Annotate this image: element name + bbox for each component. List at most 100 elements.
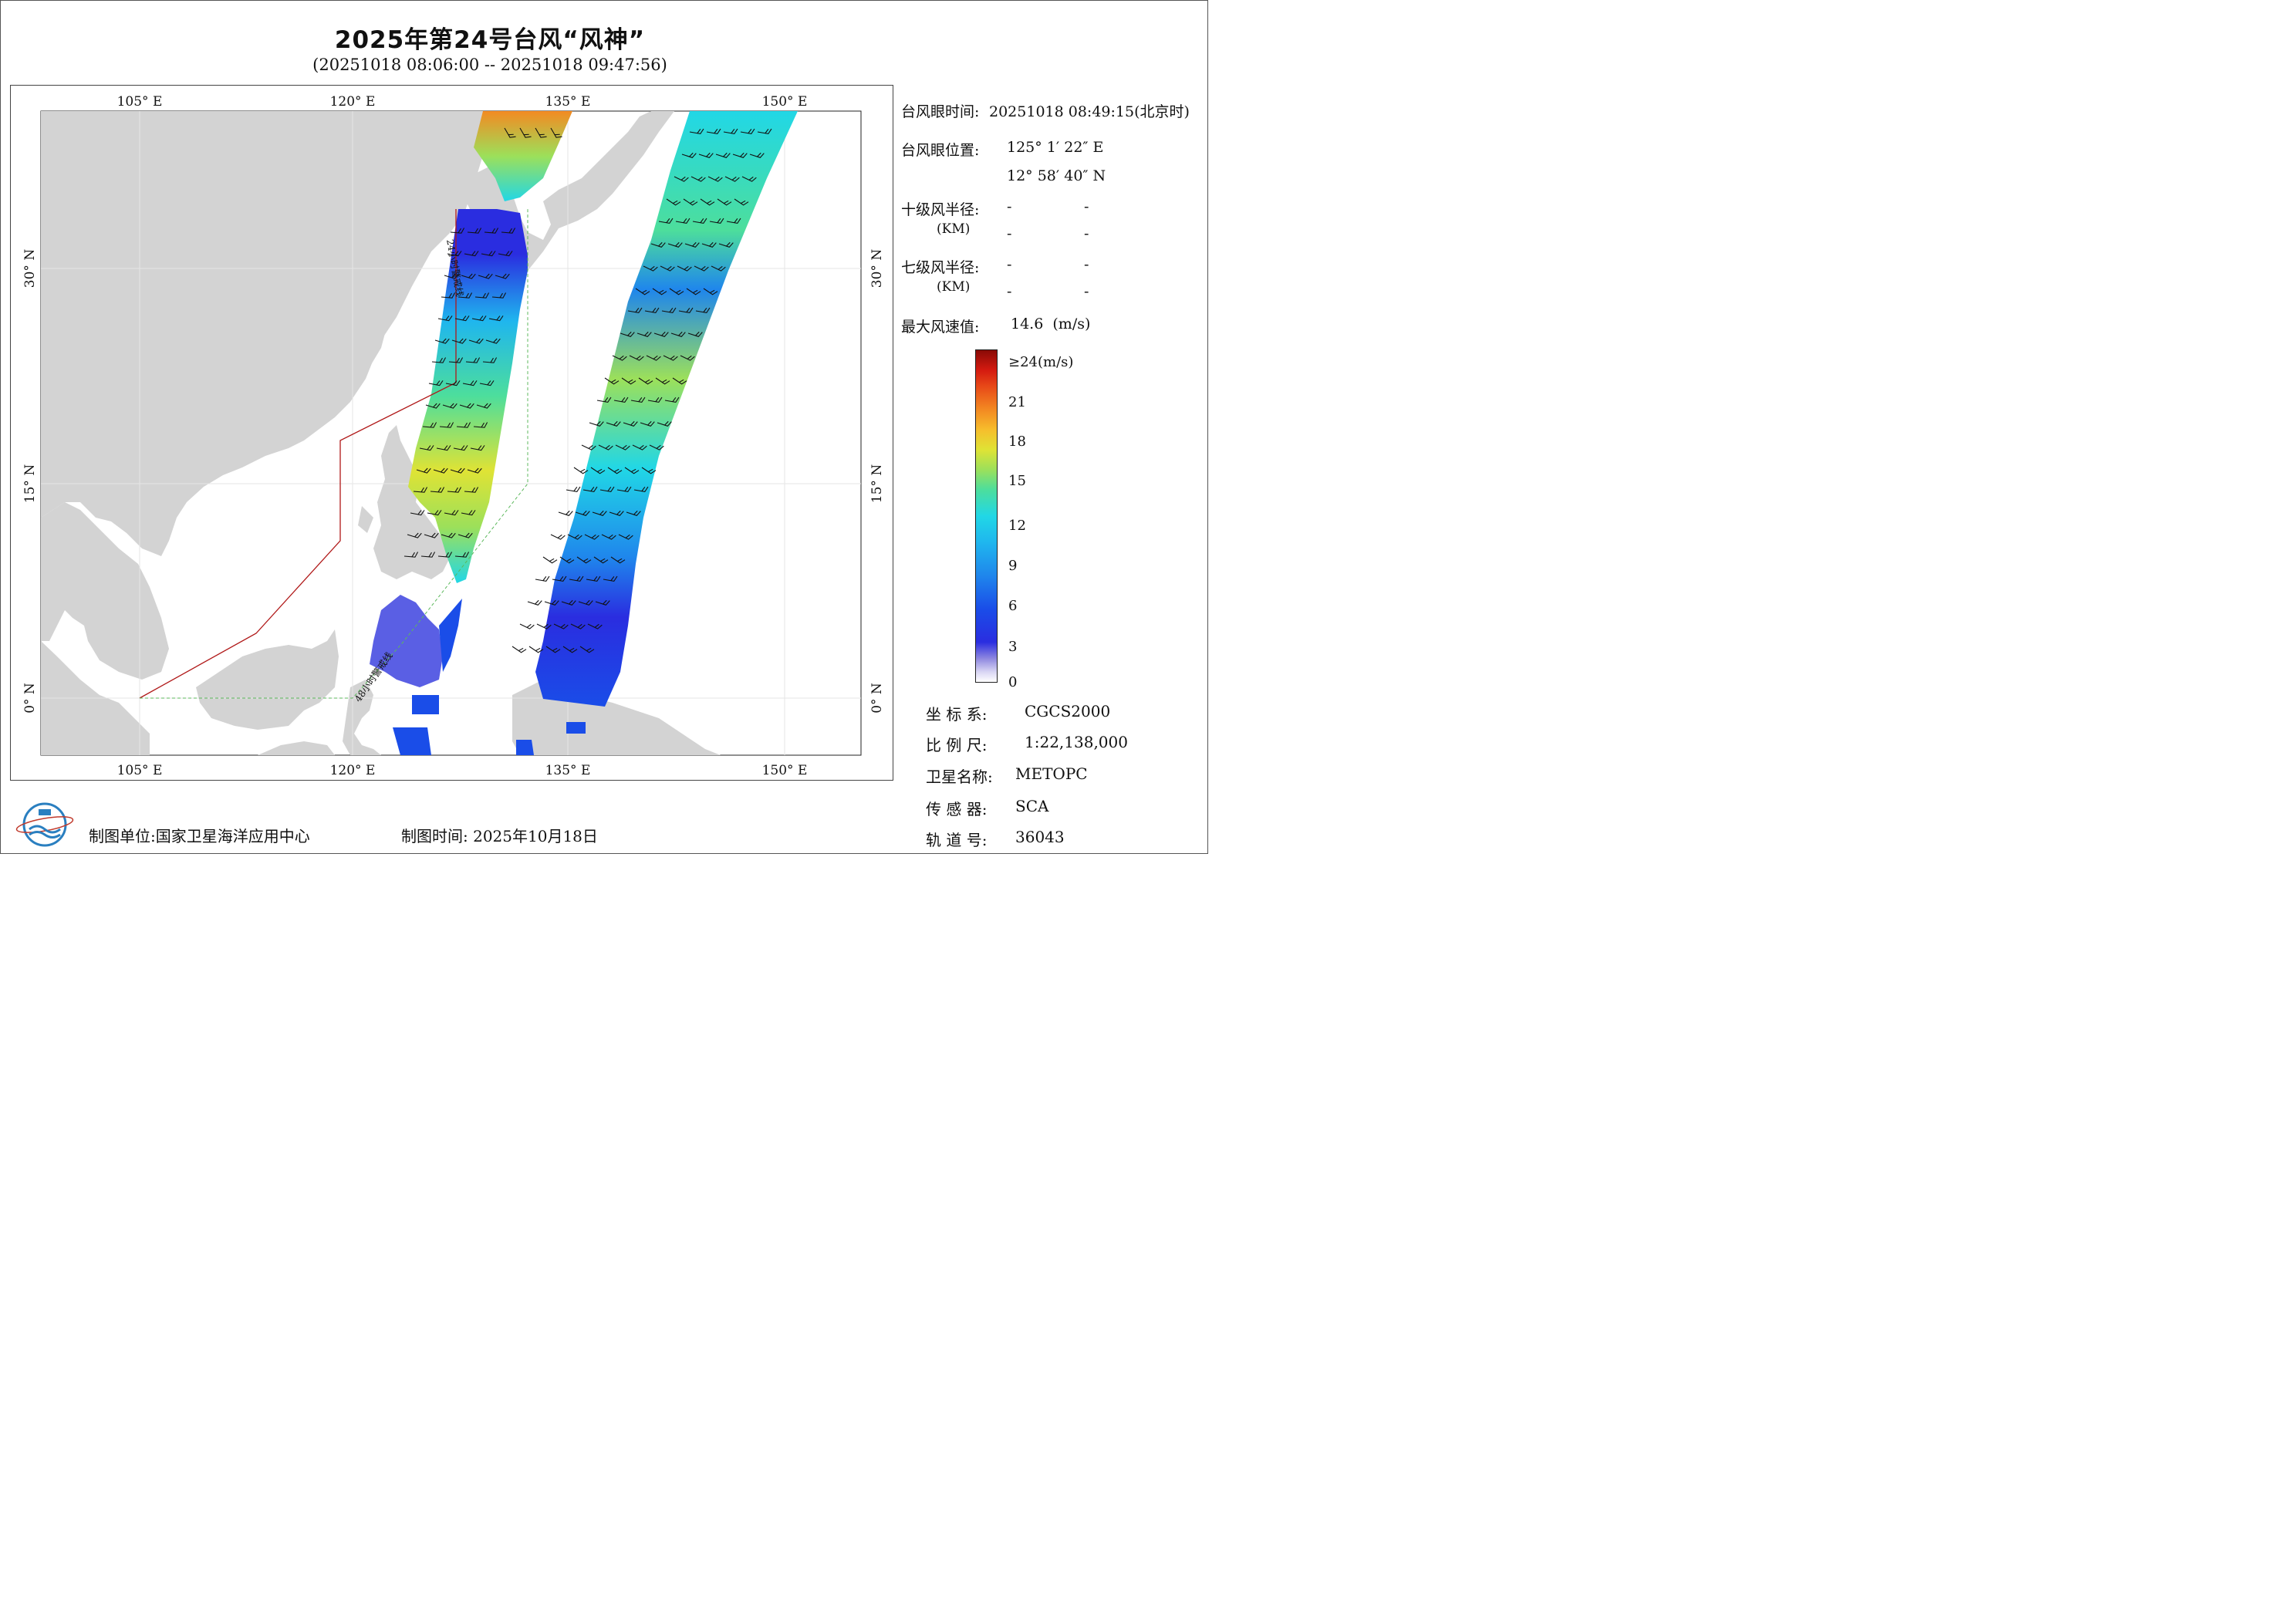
wind-barb [613,396,629,403]
wind-barb [703,288,718,295]
wind-barb [422,422,437,428]
wind-barb [573,467,589,474]
wind-barb [669,288,684,295]
wind-barb [461,510,476,516]
wind-barb [482,357,498,363]
lon-tick-top: 135° E [545,94,591,110]
wind-barb [479,380,495,386]
wind-barb [444,273,459,279]
wind-barb [470,445,485,451]
wind-barb [684,241,700,248]
warning-line-48h [140,209,528,699]
wind-barb [698,152,714,158]
production-date: 制图时间: 2025年10月18日 [401,827,598,845]
wind-barb [536,623,552,629]
wind-barb [717,198,732,206]
time-range-subtitle: (20251018 08:06:00 -- 20251018 09:47:56) [312,56,667,74]
lat-tick-left: 30° N [22,249,38,288]
wind-barb [441,292,456,299]
wind-barb [627,307,643,314]
wind-barb [519,623,535,629]
wind-barb [734,198,749,206]
wind-barb [596,396,612,403]
sensor-value: SCA [1015,797,1049,815]
wind-barb [419,445,434,451]
wind-barb [690,176,706,182]
r10-label: 十级风半径: [901,201,980,218]
wind-barb [467,228,482,234]
wind-barb [741,176,757,182]
wind-barb [700,198,715,206]
wind-barb [649,444,664,450]
wind-barb [481,251,496,257]
wind-barb [709,218,724,224]
crs-label: 坐 标 系: [926,705,988,724]
wind-barb [674,176,689,182]
wind-barb [550,534,566,540]
wind-barb [584,534,599,540]
wind-barb [581,444,596,450]
r10-value-2: - [1084,198,1089,215]
wind-barb [535,127,547,138]
r7-label: 七级风半径: [901,259,980,276]
wind-barb [624,467,640,474]
wind-barb [655,377,670,385]
wind-barb [431,357,447,363]
wind-barb [450,228,465,234]
satellite-label: 卫星名称: [926,768,993,786]
wind-barb [558,510,573,516]
wind-barb [445,380,461,386]
wind-barb [610,556,626,564]
r7-value-2: - [1084,256,1089,273]
wind-barb [485,338,501,344]
wind-barb [644,307,660,314]
r7-value-4: - [1084,283,1089,300]
wind-barb [433,467,448,474]
wind-barb [579,646,595,653]
wind-barb [424,532,439,538]
sensor-label: 传 感 器: [926,800,988,818]
wind-swath-south [370,595,443,687]
wind-barb [467,467,482,474]
wind-barb [550,127,562,138]
eye-time-label: 台风眼时间: [901,103,980,120]
wind-barb [586,575,601,582]
producer-credit: 制图单位:国家卫星海洋应用中心 [89,827,310,845]
wind-barb [447,251,462,257]
wind-barb [694,265,709,272]
lon-tick-top: 150° E [762,94,808,110]
wind-barb [660,265,675,272]
wind-barb [566,486,581,493]
colorbar-label: 0 [1008,674,1018,690]
wind-barb [609,510,624,516]
r10-value-1: - [1007,198,1012,215]
wind-barb [473,422,488,428]
wind-barb [592,510,607,516]
wind-barb [575,510,590,516]
wind-barb [629,355,644,361]
wind-barb [458,532,473,538]
map-panel: 105° E 120° E 135° E 150° E 105° E 120° … [10,85,893,781]
wind-barb [468,338,484,344]
wind-barb [667,241,683,248]
wind-swath-east [535,111,798,707]
wind-barb [630,396,646,403]
wind-barb [652,288,667,295]
eye-time-value: 20251018 08:49:15(北京时) [989,103,1190,120]
r7-value-1: - [1007,256,1012,273]
wind-barb [464,487,479,493]
wind-barb [454,552,470,558]
wind-barb [643,265,658,272]
crs-value: CGCS2000 [1025,702,1111,720]
wind-barb [683,198,698,206]
lon-tick-bottom: 150° E [762,763,808,778]
wind-barb [724,176,740,182]
wind-barb [620,331,635,337]
wind-barb [701,241,717,248]
wind-barb [646,355,661,361]
wind-barb [723,128,738,135]
wind-barb [632,444,647,450]
wind-barb [403,552,419,558]
satellite-value: METOPC [1015,764,1088,783]
wind-barb [615,444,630,450]
